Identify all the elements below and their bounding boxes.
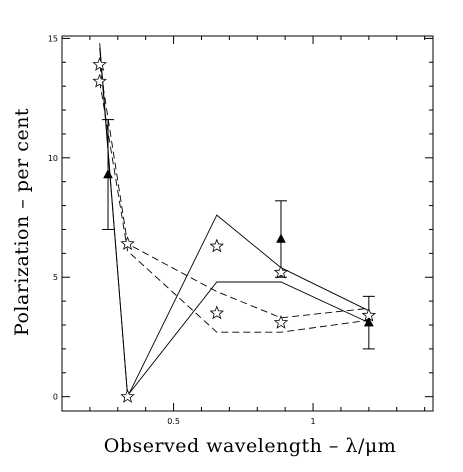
model-star-marker bbox=[120, 389, 135, 403]
model-star-marker bbox=[209, 305, 225, 320]
series-lines bbox=[99, 43, 369, 399]
error-bars bbox=[102, 119, 375, 350]
series-line-1 bbox=[99, 43, 369, 399]
model-star-marker bbox=[273, 315, 289, 329]
observed-triangle-marker bbox=[276, 233, 286, 243]
model-star-marker bbox=[92, 57, 107, 71]
y-tick-label: 5 bbox=[53, 273, 58, 282]
y-tick-label: 10 bbox=[48, 154, 58, 163]
x-tick-label: 0.5 bbox=[167, 417, 180, 426]
model-star-marker bbox=[120, 236, 135, 250]
y-axis-title: Polarization – per cent bbox=[11, 108, 33, 336]
series-line-3 bbox=[99, 64, 369, 319]
y-tick-label: 0 bbox=[53, 393, 58, 402]
series-line-2 bbox=[99, 47, 369, 397]
observed-triangle-marker bbox=[363, 317, 374, 327]
plot-frame-border bbox=[61, 35, 434, 412]
model-star-marker bbox=[273, 264, 289, 279]
x-axis-title: Observed wavelength – λ/μm bbox=[104, 435, 397, 457]
markers bbox=[92, 57, 377, 403]
model-star-marker bbox=[209, 238, 225, 253]
plot-frame bbox=[61, 35, 434, 412]
series-line-4 bbox=[99, 81, 369, 333]
model-star-marker bbox=[92, 73, 107, 88]
x-tick-label: 1 bbox=[311, 417, 316, 426]
y-tick-label: 15 bbox=[48, 34, 58, 43]
observed-triangle-marker bbox=[103, 169, 113, 179]
